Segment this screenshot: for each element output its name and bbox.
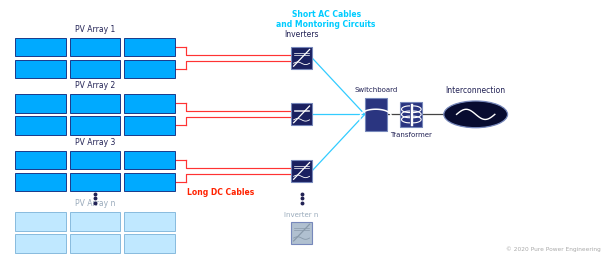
Bar — [70, 173, 120, 191]
Bar — [124, 151, 175, 169]
Bar — [15, 212, 66, 231]
Bar — [15, 116, 66, 135]
Text: PV Array 3: PV Array 3 — [75, 138, 115, 147]
Bar — [291, 160, 312, 182]
Bar — [124, 116, 175, 135]
Bar — [70, 60, 120, 78]
Bar — [124, 38, 175, 56]
Bar — [70, 38, 120, 56]
Text: PV Array n: PV Array n — [75, 199, 115, 208]
Circle shape — [444, 101, 508, 128]
Bar — [70, 116, 120, 135]
Text: Interconnection: Interconnection — [446, 86, 506, 95]
Text: Transformer: Transformer — [390, 132, 432, 138]
Text: PV Array 1: PV Array 1 — [75, 25, 115, 34]
Text: Switchboard: Switchboard — [354, 87, 397, 93]
Bar — [15, 151, 66, 169]
Bar — [70, 151, 120, 169]
Bar — [15, 60, 66, 78]
Bar — [291, 103, 312, 125]
Text: © 2020 Pure Power Engineering: © 2020 Pure Power Engineering — [506, 246, 601, 252]
Bar — [291, 222, 312, 244]
Bar — [365, 98, 387, 131]
Bar — [70, 94, 120, 113]
Bar — [124, 234, 175, 253]
Bar — [124, 173, 175, 191]
Text: Inverter n: Inverter n — [284, 212, 319, 218]
Text: PV Array 2: PV Array 2 — [75, 81, 115, 90]
Bar — [15, 94, 66, 113]
Bar — [124, 212, 175, 231]
Bar — [15, 173, 66, 191]
Text: Inverters: Inverters — [284, 30, 319, 39]
Bar — [70, 212, 120, 231]
Bar — [400, 102, 422, 127]
Bar — [15, 234, 66, 253]
Bar — [70, 234, 120, 253]
Text: Long DC Cables: Long DC Cables — [187, 188, 254, 197]
Bar — [124, 60, 175, 78]
Bar — [291, 47, 312, 69]
Bar — [124, 94, 175, 113]
Bar — [15, 38, 66, 56]
Text: Short AC Cables
and Montoring Circuits: Short AC Cables and Montoring Circuits — [276, 10, 376, 29]
